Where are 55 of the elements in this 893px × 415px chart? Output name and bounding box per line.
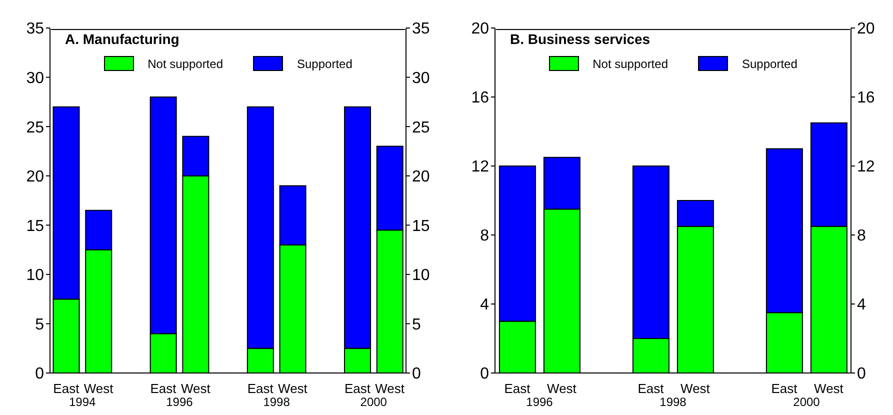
y-tick-label: 20 (471, 20, 490, 38)
x-tick-label: East (344, 381, 371, 396)
y2-tick-label: 10 (412, 267, 430, 284)
text: 2000 (793, 395, 820, 409)
y2-tick-label: 0 (412, 366, 421, 383)
y-tick-label: 10 (26, 267, 44, 284)
text: 1998 (263, 395, 290, 409)
x-tick-label: East (53, 381, 80, 396)
y-tick-label: 15 (26, 218, 44, 235)
x-tick-label: East (247, 381, 274, 396)
y2-tick-label: 25 (412, 119, 430, 136)
text: 1994 (69, 395, 96, 409)
text: 1996 (526, 395, 554, 409)
text: 1996 (166, 395, 194, 409)
y-tick-label: 0 (35, 366, 44, 383)
x-tick-label: West (180, 381, 211, 396)
x-tick-label: West (84, 381, 114, 396)
y-tick-label: 0 (480, 366, 490, 383)
y-tick-label: 12 (471, 158, 490, 176)
chart-title: A. Manufacturing (65, 31, 180, 47)
x-tick-label: West (375, 381, 405, 396)
y-tick-label: 30 (26, 70, 44, 87)
legend-label: Supported (742, 56, 798, 70)
y2-tick-label: 12 (857, 158, 875, 176)
x-tick-label: West (547, 381, 577, 396)
y-tick-label: 5 (35, 316, 44, 334)
y2-tick-label: 35 (412, 20, 430, 38)
x-tick-label: East (504, 381, 531, 396)
y2-tick-label: 8 (857, 228, 866, 245)
y-tick-label: 25 (26, 119, 44, 136)
x-tick-label: East (771, 381, 798, 396)
y2-tick-label: 30 (412, 70, 430, 87)
chart-title: B. Business services (510, 31, 650, 47)
text: 1998 (660, 395, 687, 409)
legend-label: Not supported (592, 56, 668, 70)
y-tick-label: 16 (471, 90, 490, 107)
x-tick-label: West (814, 381, 844, 396)
y2-tick-label: 15 (412, 218, 430, 235)
y-tick-label: 35 (26, 20, 44, 38)
y2-tick-label: 4 (857, 296, 866, 314)
y2-tick-label: 20 (857, 20, 875, 38)
y-tick-label: 8 (480, 228, 490, 245)
y2-tick-label: 0 (857, 366, 866, 383)
x-tick-label: West (278, 381, 308, 396)
legend-label: Not supported (148, 56, 223, 70)
legend-label: Supported (297, 56, 352, 70)
x-tick-label: East (150, 381, 177, 396)
x-tick-label: East (638, 381, 664, 396)
y2-tick-label: 20 (412, 168, 430, 186)
x-tick-label: West (680, 381, 710, 396)
y2-tick-label: 16 (857, 90, 875, 107)
y-tick-label: 4 (480, 296, 490, 314)
y2-tick-label: 5 (412, 316, 421, 334)
y-tick-label: 20 (26, 168, 44, 186)
text: 2000 (360, 395, 388, 409)
